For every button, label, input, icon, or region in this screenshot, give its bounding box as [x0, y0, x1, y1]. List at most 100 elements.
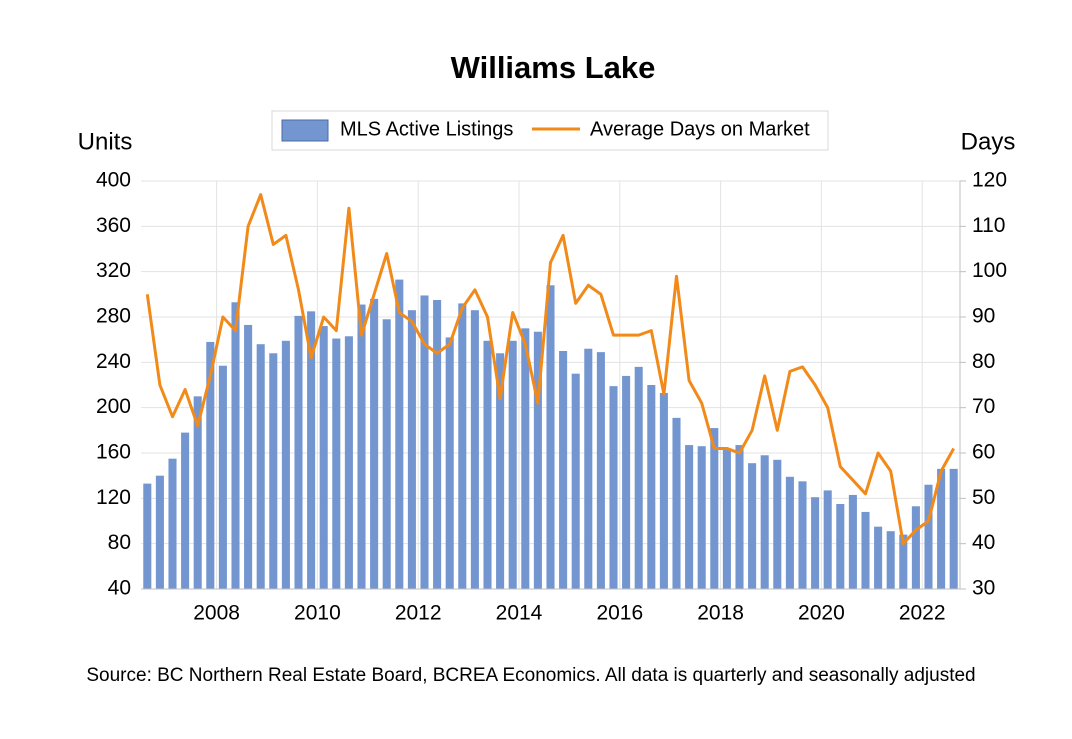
bar [143, 483, 152, 589]
bar [218, 365, 227, 589]
bar [685, 445, 694, 589]
bar [672, 417, 681, 589]
x-tick-label: 2020 [798, 602, 845, 625]
y2-tick-label: 80 [972, 350, 995, 373]
bar [899, 534, 908, 589]
y-tick-label: 280 [96, 305, 131, 328]
bar [181, 432, 190, 589]
y2-tick-label: 50 [972, 486, 995, 509]
line-series [145, 193, 956, 546]
y-tick-label: 200 [96, 395, 131, 418]
y2-tick-label: 110 [972, 214, 1005, 237]
bar [521, 328, 530, 589]
y2-tick-label: 70 [972, 395, 995, 418]
y-axis-title: Units [78, 128, 133, 155]
legend-label: Average Days on Market [590, 118, 810, 140]
y-tick-label: 80 [108, 531, 131, 554]
bar [823, 490, 832, 589]
x-tick-label: 2022 [899, 602, 946, 625]
x-tick-label: 2012 [395, 602, 442, 625]
bar [382, 319, 391, 589]
bar [269, 353, 278, 589]
x-tick-label: 2010 [294, 602, 341, 625]
bar [357, 304, 366, 589]
bar [332, 338, 341, 589]
y2-tick-label: 90 [972, 305, 995, 328]
legend-swatch [281, 119, 329, 142]
bar [836, 504, 845, 589]
bar [584, 348, 593, 589]
bar [622, 375, 631, 589]
bar [433, 300, 442, 589]
bar [483, 340, 492, 589]
bar [722, 448, 731, 589]
x-tick-label: 2018 [697, 602, 744, 625]
bar [155, 475, 164, 589]
y-tick-label: 160 [96, 441, 131, 464]
chart-title: Williams Lake [451, 50, 656, 85]
bar [911, 506, 920, 589]
bar [420, 295, 429, 589]
bar [861, 511, 870, 589]
y2-tick-label: 100 [972, 259, 1007, 282]
bar [760, 455, 769, 589]
y-tick-label: 240 [96, 350, 131, 373]
bar [634, 366, 643, 589]
bar [697, 446, 706, 589]
bar [395, 279, 404, 589]
y2-tick-label: 120 [972, 169, 1007, 192]
y-tick-label: 40 [108, 577, 131, 600]
bar [571, 373, 580, 589]
bar [748, 463, 757, 589]
y2-tick-label: 40 [972, 531, 995, 554]
y2-axis-title: Days [961, 128, 1016, 155]
bar [924, 484, 933, 589]
bar [659, 392, 668, 589]
bar [319, 326, 328, 589]
bar [407, 310, 416, 589]
bar [785, 476, 794, 589]
bar [344, 336, 353, 589]
bar [458, 303, 467, 589]
bar [168, 458, 177, 589]
bar [193, 396, 202, 589]
y-tick-label: 400 [96, 169, 131, 192]
bar [256, 344, 265, 589]
bar [508, 340, 517, 589]
bar [370, 298, 379, 589]
legend-label: MLS Active Listings [340, 118, 513, 140]
bar [735, 445, 744, 589]
y2-tick-label: 60 [972, 441, 995, 464]
bar [445, 337, 454, 589]
bar [470, 310, 479, 589]
source-note: Source: BC Northern Real Estate Board, B… [86, 665, 975, 686]
bar [874, 526, 883, 589]
bar [546, 285, 555, 589]
bar [609, 386, 618, 589]
bar [710, 428, 719, 589]
y-tick-label: 120 [96, 486, 131, 509]
y2-tick-label: 30 [972, 577, 995, 600]
bar [244, 324, 253, 589]
bar [886, 531, 895, 589]
bar [307, 311, 316, 589]
bar [281, 340, 290, 589]
bar [496, 353, 505, 589]
bar [937, 468, 946, 589]
bar [848, 494, 857, 589]
x-tick-label: 2014 [496, 602, 543, 625]
bar [596, 352, 605, 589]
bar [533, 331, 542, 589]
y-tick-label: 320 [96, 259, 131, 282]
bar [231, 302, 240, 589]
y-tick-label: 360 [96, 214, 131, 237]
x-tick-label: 2016 [596, 602, 643, 625]
bar [206, 341, 215, 589]
bar [647, 385, 656, 589]
bar [949, 468, 958, 589]
bar [294, 315, 303, 589]
bar [773, 459, 782, 589]
x-tick-label: 2008 [193, 602, 240, 625]
bar [811, 497, 820, 589]
